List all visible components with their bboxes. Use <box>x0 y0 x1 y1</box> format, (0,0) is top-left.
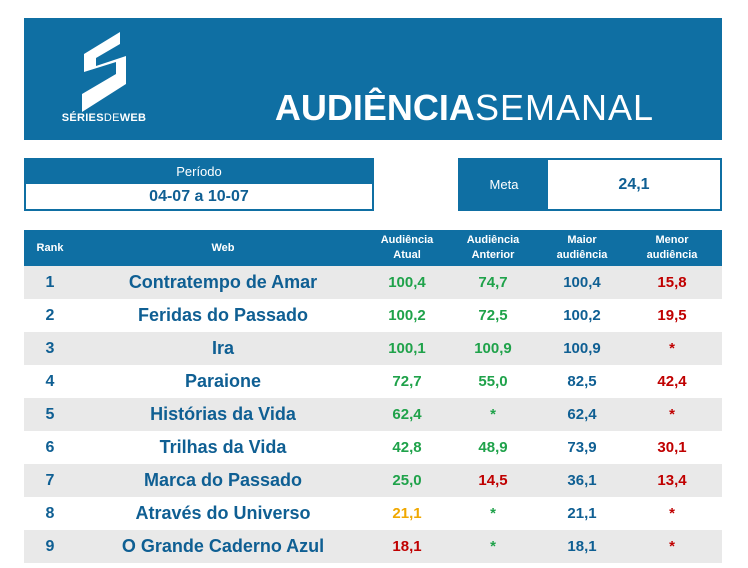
cell-web: Feridas do Passado <box>137 305 309 325</box>
table-row: 2 Feridas do Passado 100,2 72,5 100,2 19… <box>24 299 722 332</box>
cell-atual: 100,4 <box>388 274 426 291</box>
cell-anterior: * <box>490 505 496 522</box>
cell-anterior: 74,7 <box>478 274 508 291</box>
periodo-label: Período <box>26 160 372 184</box>
meta-value: 24,1 <box>618 175 650 193</box>
header-rank: Rank <box>36 241 64 254</box>
cell-menor: 15,8 <box>657 274 687 291</box>
cell-maior: 82,5 <box>567 373 597 390</box>
cell-web: Paraione <box>184 371 262 391</box>
table-row: 1 Contratempo de Amar 100,4 74,7 100,4 1… <box>24 266 722 299</box>
table-row: 5 Histórias da Vida 62,4 * 62,4 * <box>24 398 722 431</box>
cell-atual: 42,8 <box>392 439 422 456</box>
cell-web: Contratempo de Amar <box>128 272 318 292</box>
cell-web: Trilhas da Vida <box>159 437 287 457</box>
table-row: 7 Marca do Passado 25,0 14,5 36,1 13,4 <box>24 464 722 497</box>
cell-rank: 7 <box>45 471 55 489</box>
cell-rank: 4 <box>45 372 55 390</box>
table-row: 4 Paraione 72,7 55,0 82,5 42,4 <box>24 365 722 398</box>
cell-maior: 21,1 <box>567 505 597 522</box>
cell-maior: 100,4 <box>563 274 601 291</box>
audience-table: Rank Web Audiência Atual Audiência Anterio… <box>24 230 722 563</box>
cell-menor: * <box>669 406 675 423</box>
cell-anterior: 100,9 <box>474 340 512 357</box>
cell-maior: 36,1 <box>567 472 597 489</box>
table-header: Rank Web Audiência Atual Audiência Anterio… <box>24 230 722 266</box>
cell-anterior: * <box>490 406 496 423</box>
logo: SÉRIESDEWEB <box>54 32 154 132</box>
cell-menor: 19,5 <box>657 307 687 324</box>
cell-atual: 62,4 <box>392 406 422 423</box>
title-bold: AUDIÊNCIA <box>274 87 475 128</box>
cell-anterior: * <box>490 538 496 555</box>
cell-rank: 2 <box>45 306 55 324</box>
cell-menor: 42,4 <box>657 373 687 390</box>
cell-web: O Grande Caderno Azul <box>121 536 325 556</box>
meta-label: Meta <box>460 160 548 209</box>
cell-atual: 25,0 <box>392 472 422 489</box>
header-maior: Maior audiência <box>556 234 608 261</box>
logo-text: SÉRIESDEWEB <box>61 112 147 124</box>
cell-rank: 9 <box>45 537 55 555</box>
periodo-box: Período 04-07 a 10-07 <box>24 158 374 211</box>
cell-rank: 5 <box>45 405 55 423</box>
cell-maior: 100,9 <box>563 340 601 357</box>
cell-rank: 3 <box>45 339 55 357</box>
cell-web: Através do Universo <box>135 503 311 523</box>
table-row: 8 Através do Universo 21,1 * 21,1 * <box>24 497 722 530</box>
cell-maior: 62,4 <box>567 406 597 423</box>
cell-maior: 73,9 <box>567 439 597 456</box>
cell-atual: 18,1 <box>392 538 422 555</box>
cell-web: Histórias da Vida <box>150 404 296 424</box>
cell-anterior: 48,9 <box>478 439 508 456</box>
series-de-web-s-icon <box>82 32 126 112</box>
cell-anterior: 55,0 <box>478 373 508 390</box>
cell-anterior: 14,5 <box>478 472 508 489</box>
title-light: SEMANAL <box>474 87 654 128</box>
cell-rank: 6 <box>45 438 55 456</box>
cell-rank: 1 <box>45 273 55 291</box>
table-row: 6 Trilhas da Vida 42,8 48,9 73,9 30,1 <box>24 431 722 464</box>
cell-anterior: 72,5 <box>478 307 508 324</box>
cell-menor: 13,4 <box>657 472 687 489</box>
cell-menor: * <box>669 538 675 555</box>
cell-atual: 72,7 <box>392 373 422 390</box>
cell-atual: 100,2 <box>388 307 426 324</box>
cell-atual: 100,1 <box>388 340 426 357</box>
page-title: AUDIÊNCIASEMANAL <box>275 88 654 128</box>
header-web: Web <box>211 241 235 254</box>
cell-atual: 21,1 <box>392 505 422 522</box>
periodo-value: 04-07 a 10-07 <box>149 188 249 205</box>
cell-web: Ira <box>211 338 235 358</box>
header-anterior: Audiência Anterior <box>466 234 520 261</box>
cell-menor: * <box>669 505 675 522</box>
header-menor: Menor audiência <box>646 234 698 261</box>
header-atual: Audiência Atual <box>380 234 434 261</box>
cell-menor: 30,1 <box>657 439 687 456</box>
cell-rank: 8 <box>45 504 55 522</box>
table-row: 9 O Grande Caderno Azul 18,1 * 18,1 * <box>24 530 722 563</box>
cell-web: Marca do Passado <box>143 470 303 490</box>
cell-menor: * <box>669 340 675 357</box>
header-banner: SÉRIESDEWEB AUDIÊNCIASEMANAL <box>24 18 722 140</box>
cell-maior: 18,1 <box>567 538 597 555</box>
table-row: 3 Ira 100,1 100,9 100,9 * <box>24 332 722 365</box>
meta-box: Meta 24,1 <box>458 158 722 211</box>
cell-maior: 100,2 <box>563 307 601 324</box>
